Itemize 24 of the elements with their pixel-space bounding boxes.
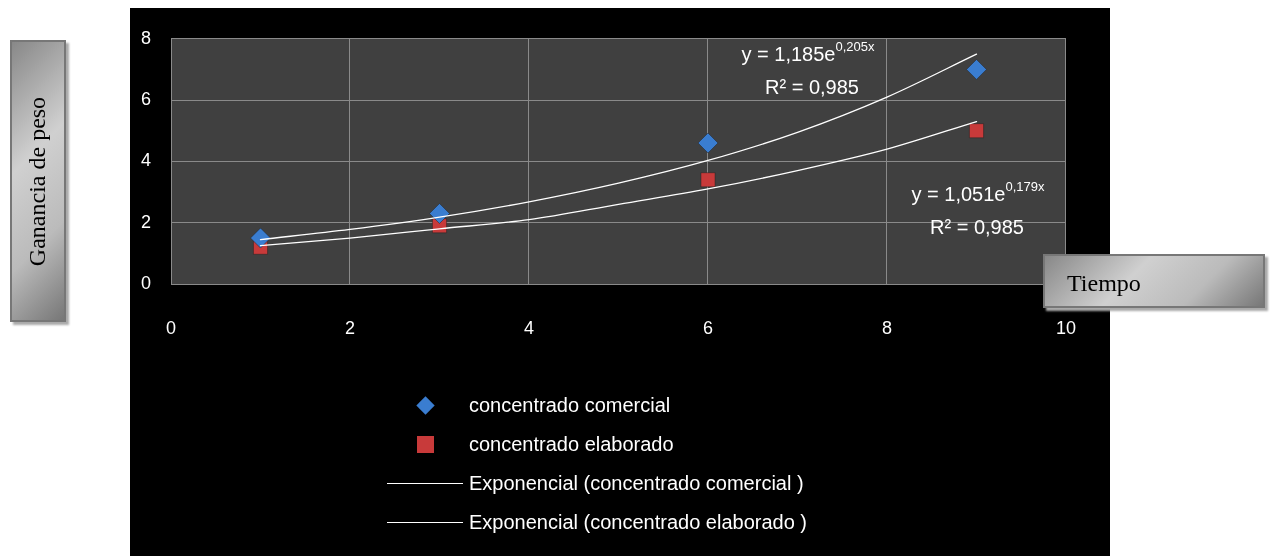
x-tick-label: 10 (1055, 317, 1076, 338)
point (969, 123, 984, 139)
point (966, 59, 987, 80)
y-tick-label: 6 (140, 89, 151, 110)
point (429, 203, 450, 224)
point (697, 132, 719, 154)
x-tick-label: 6 (702, 317, 713, 338)
annotation: R² = 0,985 (930, 215, 1024, 238)
x-tick-label: 0 (165, 317, 177, 338)
x-tick-label: 4 (523, 317, 534, 338)
y-axis-title: Ganancia de peso (24, 96, 52, 266)
legend-label: concentrado comercial (469, 394, 671, 417)
legend-label: Exponencial (concentrado elaborado ) (469, 511, 807, 534)
legend-label: concentrado elaborado (469, 433, 674, 456)
y-tick-label: 4 (140, 150, 151, 171)
point (250, 227, 271, 249)
y-tick-label: 8 (140, 27, 151, 48)
legend-label: Exponencial (concentrado comercial ) (469, 472, 804, 495)
x-tick-label: 8 (881, 317, 892, 338)
y-tick-label: 0 (140, 272, 151, 293)
y-tick-label: 2 (140, 211, 151, 232)
annotation: R² = 0,985 (765, 75, 859, 98)
x-tick-label: 2 (344, 317, 356, 338)
point (700, 172, 716, 188)
